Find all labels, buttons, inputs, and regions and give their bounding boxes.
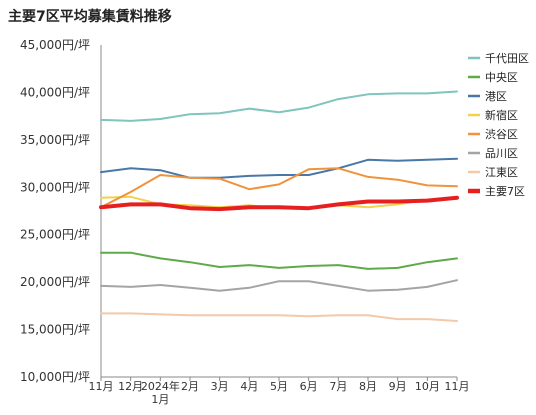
x-tick-label: 6月 <box>300 380 318 393</box>
x-tick-label: 9月 <box>389 380 407 393</box>
legend-label: 港区 <box>485 90 507 103</box>
series-line-6 <box>100 312 458 322</box>
x-tick-label: 4月 <box>240 380 258 393</box>
x-tick-label: 2024年 <box>141 379 180 393</box>
legend-label: 江東区 <box>485 166 518 179</box>
y-tick-label: 20,000円/坪 <box>20 275 90 289</box>
x-tick-label: 2月 <box>181 380 199 393</box>
series-line-4 <box>100 167 458 209</box>
x-tick-label: 8月 <box>359 380 377 393</box>
series-line-2 <box>100 157 458 179</box>
x-tick-label: 12月 <box>118 380 143 393</box>
legend-label: 渋谷区 <box>485 128 518 141</box>
y-tick-label: 25,000円/坪 <box>20 228 90 242</box>
legend-label: 主要7区 <box>485 185 525 198</box>
x-tick-label: 7月 <box>329 380 347 393</box>
legend-label: 品川区 <box>485 147 518 160</box>
x-tick-label: 10月 <box>415 380 440 393</box>
x-tick-label: 11月 <box>445 380 470 393</box>
chart-title: 主要7区平均募集賃料推移 <box>8 9 172 25</box>
x-tick-label: 3月 <box>211 380 229 393</box>
x-tick-label: 5月 <box>270 380 288 393</box>
series-line-1 <box>100 251 458 270</box>
series-line-7 <box>99 195 459 212</box>
series-lines <box>99 90 459 322</box>
y-tick-label: 10,000円/坪 <box>20 370 90 384</box>
y-tick-label: 35,000円/坪 <box>20 133 90 147</box>
series-line-5 <box>100 279 458 292</box>
legend-label: 新宿区 <box>485 108 518 122</box>
legend-label: 中央区 <box>485 71 518 84</box>
y-tick-label: 45,000円/坪 <box>20 38 90 52</box>
legend-label: 千代田区 <box>485 52 529 65</box>
y-tick-label: 30,000円/坪 <box>20 180 90 194</box>
x-tick-sublabel: 1月 <box>151 393 169 406</box>
y-tick-label: 15,000円/坪 <box>20 323 90 337</box>
x-tick-label: 11月 <box>89 380 114 393</box>
series-line-0 <box>100 90 458 122</box>
y-axis-ticks: 10,000円/坪 15,000円/坪 20,000円/坪 25,000円/坪 30,0… <box>20 38 90 384</box>
y-tick-label: 40,000円/坪 <box>20 85 90 99</box>
